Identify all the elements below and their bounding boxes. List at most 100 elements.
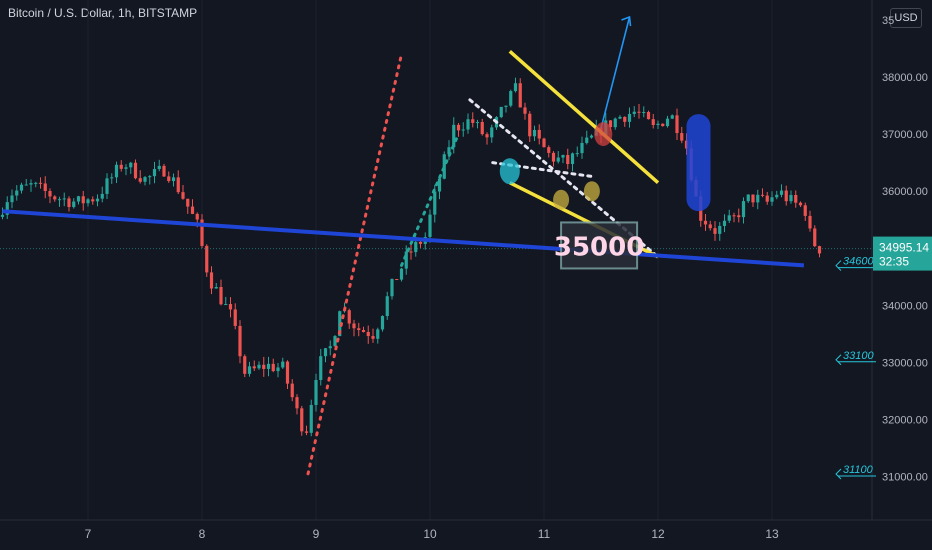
candle-body — [618, 116, 622, 119]
currency-button[interactable]: USD — [890, 8, 922, 28]
candle-body — [646, 112, 651, 120]
annotations: 35000 34600 33100 31100 — [0, 15, 876, 480]
candle-body — [238, 325, 242, 357]
candle-body — [760, 194, 765, 196]
candle-body — [214, 286, 218, 289]
candle-body — [713, 228, 717, 234]
candle-body — [309, 404, 313, 433]
candle-body — [803, 205, 807, 216]
candle-body — [295, 397, 299, 409]
candle-body — [447, 147, 451, 155]
candle-body — [276, 367, 280, 372]
grid — [87, 0, 773, 520]
candle-body — [190, 206, 195, 214]
candle-body — [319, 356, 323, 380]
candles — [0, 77, 822, 437]
candle-body — [608, 120, 613, 128]
candle-body — [385, 296, 389, 317]
highlight-circle — [553, 189, 570, 210]
candle-body — [741, 201, 746, 218]
candle-body — [323, 348, 328, 357]
candle-body — [727, 215, 731, 221]
candle-body — [708, 224, 712, 229]
candle-body — [233, 309, 237, 326]
candle-body — [651, 119, 655, 126]
y-tick-label: 33000.00 — [882, 358, 928, 370]
candle-body — [532, 129, 537, 137]
candle-body — [5, 202, 9, 215]
y-tick-label: 31000.00 — [882, 472, 928, 484]
candle-body — [281, 361, 285, 368]
candle-body — [252, 366, 256, 369]
candle-body — [756, 194, 760, 203]
candle-body — [143, 177, 147, 182]
candle-body — [357, 328, 361, 331]
candle-body — [442, 154, 446, 179]
candle-body — [627, 113, 632, 122]
channel-line-upper — [508, 49, 660, 184]
y-tick-label: 36000.00 — [882, 186, 928, 198]
candle-body — [100, 193, 104, 199]
candle-body — [661, 123, 665, 127]
candle-body — [665, 118, 670, 127]
candle-body — [794, 195, 798, 203]
candle-body — [613, 118, 617, 128]
candle-body — [366, 331, 370, 337]
x-tick-label: 8 — [199, 527, 206, 541]
candle-body — [361, 330, 366, 332]
candle-body — [433, 191, 437, 215]
candle-body — [542, 138, 546, 148]
level-label: 31100 — [843, 464, 874, 476]
trendline-blue — [2, 209, 805, 268]
candle-body — [29, 183, 33, 185]
candle-body — [72, 201, 76, 208]
candle-body — [670, 115, 674, 119]
candle-body — [271, 363, 275, 372]
candle-body — [566, 155, 570, 165]
price-badge-bg — [873, 236, 932, 271]
arrow-head — [621, 15, 632, 27]
candle-body — [224, 304, 228, 306]
candle-body — [95, 198, 100, 202]
candle-body — [456, 124, 461, 131]
candle-body — [770, 197, 774, 202]
level-arrow — [835, 354, 842, 366]
candle-body — [10, 195, 14, 203]
candle-body — [176, 177, 180, 193]
candle-body — [779, 190, 784, 195]
candle-body — [209, 272, 214, 289]
annotation-box — [560, 221, 639, 270]
candle-body — [471, 119, 475, 123]
highlight-circle — [583, 181, 600, 202]
candle-body — [428, 214, 432, 237]
candle-body — [290, 383, 294, 398]
candle-body — [452, 124, 456, 148]
candle-body — [129, 162, 133, 168]
candle-body — [43, 183, 47, 192]
candle-body — [162, 165, 166, 177]
x-axis: 7 8 9 10 11 12 13 — [85, 527, 779, 541]
candle-body — [718, 225, 722, 234]
candle-body — [262, 364, 266, 369]
candle-body — [737, 215, 741, 218]
y-tick-label: 35 — [882, 15, 894, 27]
candle-body — [338, 311, 342, 337]
candle-body — [528, 113, 532, 137]
candle-body — [304, 431, 309, 433]
candle-body — [0, 214, 5, 217]
candle-body — [475, 122, 480, 124]
candle-body — [181, 192, 185, 199]
highlight-circle — [499, 158, 520, 185]
candle-body — [24, 184, 28, 186]
candle-body — [480, 122, 484, 135]
candle-body — [314, 379, 318, 405]
candle-body — [556, 157, 560, 162]
highlight-circle — [594, 122, 613, 147]
candle-body — [575, 153, 579, 155]
candle-body — [243, 356, 247, 374]
annotation-label: 35000 — [554, 232, 644, 262]
candle-body — [561, 155, 565, 158]
candle-body — [732, 215, 736, 217]
candle-body — [437, 178, 442, 192]
